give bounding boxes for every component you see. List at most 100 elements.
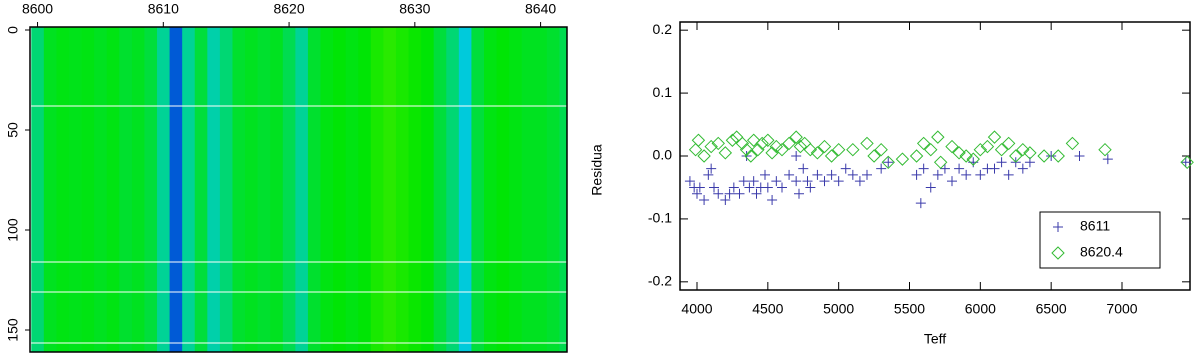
- heatmap-column: [106, 27, 120, 352]
- plus-marker: [744, 182, 755, 193]
- plus-marker: [760, 169, 770, 180]
- plus-marker: [791, 151, 802, 161]
- diamond-marker: [931, 130, 945, 144]
- series: [688, 130, 1194, 169]
- plus-marker: [724, 188, 735, 199]
- heatmap-column: [81, 27, 95, 352]
- x-tick-label: 8610: [148, 1, 179, 17]
- heatmap-column: [320, 27, 334, 352]
- x-tick-label: 8620: [273, 1, 304, 17]
- plus-marker: [720, 195, 731, 206]
- plus-marker: [1053, 222, 1063, 232]
- heatmap-column: [370, 27, 384, 352]
- heatmap-column: [471, 27, 485, 352]
- heatmap-column: [559, 27, 567, 352]
- diamond-marker: [924, 143, 938, 157]
- diamond-marker: [691, 133, 706, 147]
- x-tick-label: 5000: [823, 301, 854, 317]
- plus-marker: [1074, 151, 1085, 161]
- plus-marker: [1017, 163, 1028, 174]
- x-axis-label: Teff: [924, 331, 946, 347]
- plus-marker: [734, 188, 745, 199]
- x-tick-label: 8600: [22, 1, 53, 17]
- diamond-marker: [1001, 136, 1016, 151]
- diamond-marker: [860, 136, 874, 151]
- plus-marker: [883, 157, 894, 168]
- diamond-marker: [846, 143, 860, 157]
- plus-marker: [947, 176, 957, 187]
- plus-marker: [989, 163, 1000, 174]
- plus-marker: [1003, 169, 1014, 180]
- plus-marker: [918, 163, 929, 174]
- plus-marker: [762, 182, 773, 193]
- heatmap-column: [43, 27, 57, 352]
- diamond-marker: [909, 149, 924, 163]
- diamond-marker: [874, 143, 888, 157]
- diamond-marker: [704, 139, 718, 154]
- plus-marker: [876, 163, 887, 174]
- heatmap-column: [119, 27, 133, 352]
- plus-marker: [767, 195, 778, 206]
- plus-marker: [862, 169, 872, 180]
- diamond-marker: [945, 139, 959, 154]
- x-tick-label: 6000: [965, 301, 996, 317]
- diamond-marker: [1098, 143, 1112, 157]
- heatmap-column: [232, 27, 246, 352]
- heatmap-column: [157, 27, 171, 352]
- heatmap-column: [333, 27, 347, 352]
- heatmap-column: [245, 27, 259, 352]
- plus-marker: [1102, 154, 1113, 165]
- plus-marker: [713, 188, 724, 199]
- diamond-marker: [735, 136, 750, 151]
- heatmap-column: [408, 27, 422, 352]
- legend-box: [1039, 211, 1161, 269]
- plus-marker: [748, 176, 759, 187]
- heatmap-column: [207, 27, 221, 352]
- heatmap-column: [446, 27, 460, 352]
- diamond-marker: [1180, 155, 1194, 169]
- plus-marker: [699, 195, 710, 206]
- diamond-marker: [1037, 149, 1051, 163]
- heatmap-column: [31, 27, 45, 352]
- plus-marker: [798, 163, 809, 174]
- plot-frame: [29, 26, 568, 353]
- diamond-marker: [1051, 246, 1065, 260]
- plus-marker: [975, 169, 986, 180]
- diamond-marker: [994, 143, 1009, 157]
- y-tick-label: 0.0: [653, 147, 673, 163]
- diamond-marker: [688, 143, 703, 157]
- y-tick-label: -0.2: [648, 273, 672, 289]
- x-tick-label: 5500: [894, 301, 925, 317]
- diamond-marker: [725, 133, 740, 147]
- diamond-marker: [782, 136, 796, 151]
- diamond-marker: [711, 136, 725, 151]
- y-tick-label: 50: [5, 122, 21, 138]
- heatmap-column: [270, 27, 284, 352]
- x-tick-label: 8640: [525, 1, 556, 17]
- diamond-marker: [803, 143, 818, 157]
- diamond-marker: [933, 155, 948, 169]
- plus-marker: [703, 169, 714, 180]
- plus-marker: [728, 182, 739, 193]
- legend-label: 8611: [1080, 218, 1110, 234]
- heatmap-column: [282, 27, 296, 352]
- diamond-marker: [751, 143, 765, 157]
- diamond-marker: [755, 136, 769, 151]
- diamond-marker: [718, 146, 733, 160]
- diamond-marker: [959, 149, 973, 163]
- diamond-marker: [744, 149, 758, 163]
- y-tick-label: -0.1: [648, 210, 672, 226]
- diamond-marker: [817, 139, 832, 154]
- plus-marker: [812, 169, 823, 180]
- plus-marker: [771, 176, 782, 187]
- heatmap-column: [194, 27, 208, 352]
- diamond-marker: [980, 139, 995, 154]
- heatmap-column: [358, 27, 372, 352]
- diamond-marker: [824, 149, 839, 163]
- plus-marker: [802, 176, 813, 187]
- heatmap-column: [307, 27, 322, 352]
- plus-marker: [826, 169, 837, 180]
- diamond-marker: [881, 155, 895, 169]
- diamond-marker: [867, 149, 881, 163]
- plus-marker: [738, 176, 749, 187]
